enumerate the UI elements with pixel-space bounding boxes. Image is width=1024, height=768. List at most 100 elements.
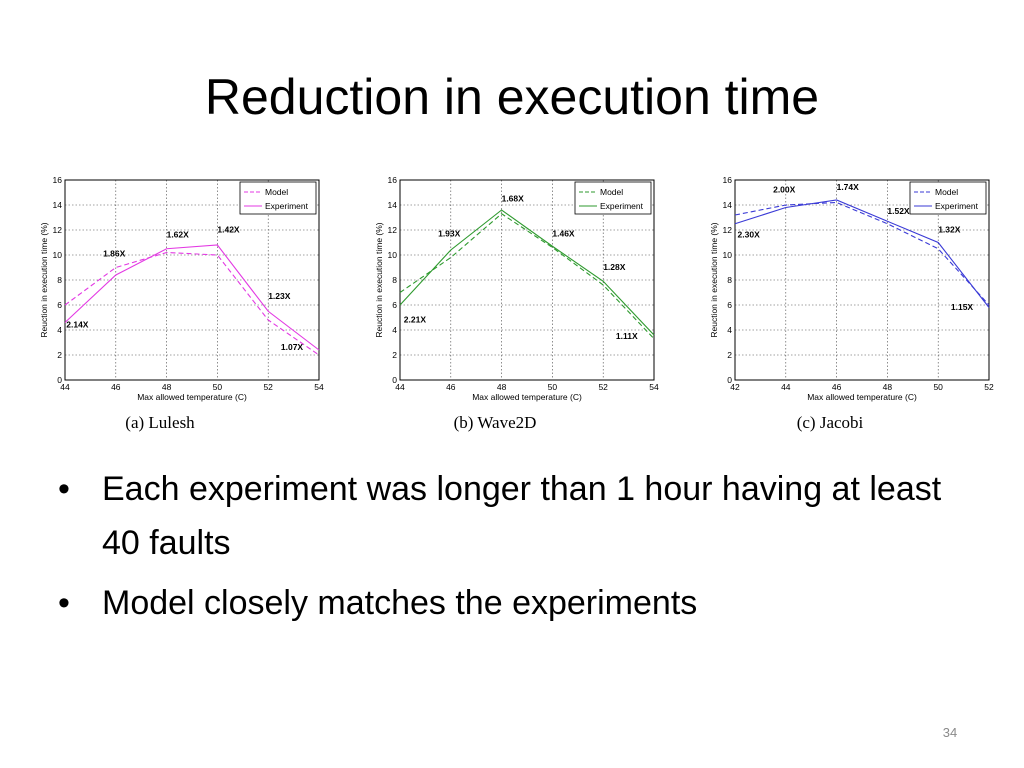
y-tick-label: 14 [53,200,63,210]
slide-title: Reduction in execution time [204,69,820,125]
data-label: 1.74X [837,182,860,192]
x-tick-label: 54 [314,382,324,392]
x-tick-label: 44 [395,382,405,392]
data-label: 1.86X [103,248,126,258]
x-axis-label: Max allowed temperature (C) [472,392,582,402]
x-tick-label: 46 [111,382,121,392]
bullet-text: Each experiment was longer than 1 hour h… [102,470,942,562]
bullet-list: • Each experiment was longer than 1 hour… [58,462,958,636]
legend: Model Experiment [239,181,317,215]
legend-entry: Experiment [935,201,979,211]
y-tick-label: 6 [57,300,62,310]
y-tick-label: 4 [57,325,62,335]
plot-frame [734,179,990,381]
y-tick-label: 16 [723,175,733,185]
chart-jacobi: 42 44 46 48 50 52 0 2 4 6 8 10 12 14 16 Max allowed tem… [705,170,1024,435]
x-tick-label: 44 [60,382,70,392]
y-tick-label: 14 [723,200,733,210]
plot-frame [64,179,320,381]
y-tick-label: 4 [727,325,732,335]
x-tick-label: 52 [263,382,273,392]
y-tick-label: 8 [727,275,732,285]
y-tick-label: 8 [392,275,397,285]
y-tick-label: 12 [53,225,63,235]
y-tick-label: 0 [57,375,62,385]
y-axis-label: Reuction in execution time (%) [709,222,719,337]
bullet-symbol: • [58,584,70,622]
y-tick-label: 16 [388,175,398,185]
y-tick-label: 2 [727,350,732,360]
y-tick-label: 14 [388,200,398,210]
legend-box [909,181,987,215]
x-tick-label: 44 [781,382,791,392]
x-tick-label: 54 [649,382,659,392]
x-tick-label: 42 [730,382,740,392]
data-label: 1.52X [887,206,910,216]
legend-entry: Experiment [600,201,644,211]
y-tick-label: 16 [53,175,63,185]
chart-caption: (b) Wave2D [454,413,537,432]
data-label: 2.21X [404,315,427,325]
y-tick-label: 0 [392,375,397,385]
bullet-item: • Model closely matches the experiments [58,576,958,630]
y-axis-label: Reuction in execution time (%) [374,222,384,337]
data-label: 2.14X [66,320,89,330]
data-label: 1.15X [951,302,974,312]
y-tick-label: 10 [53,250,63,260]
series-line-experiment [399,209,655,336]
x-tick-label: 48 [497,382,507,392]
y-tick-label: 8 [57,275,62,285]
data-label: 2.30X [738,230,761,240]
chart-caption: (a) Lulesh [125,413,195,432]
data-label: 1.07X [281,342,304,352]
x-tick-label: 48 [162,382,172,392]
series-line-experiment [734,199,990,308]
plot-frame [399,179,655,381]
x-tick-label: 46 [832,382,842,392]
x-tick-label: 52 [984,382,994,392]
x-tick-label: 50 [548,382,558,392]
series-line-experiment [64,244,320,351]
y-tick-label: 2 [392,350,397,360]
x-tick-label: 50 [933,382,943,392]
x-tick-label: 52 [598,382,608,392]
chart-lulesh: 44 46 48 50 52 54 0 2 4 6 8 10 12 14 16 Max allowed tem… [35,170,355,435]
x-tick-label: 48 [883,382,893,392]
legend: Model Experiment [909,181,987,215]
data-label: 1.23X [268,291,291,301]
legend-box [574,181,652,215]
bullet-item: • Each experiment was longer than 1 hour… [58,462,958,570]
y-tick-label: 12 [723,225,733,235]
y-axis-label: Reuction in execution time (%) [39,222,49,337]
y-tick-label: 6 [727,300,732,310]
y-tick-label: 2 [57,350,62,360]
bullet-text: Model closely matches the experiments [102,584,698,622]
legend-box [239,181,317,215]
series-line-model [64,251,320,356]
x-axis-label: Max allowed temperature (C) [807,392,917,402]
legend-entry: Model [265,187,288,197]
legend: Model Experiment [574,181,652,215]
page-number: 34 [942,725,958,740]
chart-wave2d: 44 46 48 50 52 54 0 2 4 6 8 10 12 14 16 Max allowed tem… [370,170,690,435]
y-tick-label: 10 [723,250,733,260]
chart-caption: (c) Jacobi [797,413,864,432]
series-line-model [734,201,990,306]
data-label: 1.11X [616,331,638,341]
y-tick-label: 0 [727,375,732,385]
legend-entry: Experiment [265,201,309,211]
data-label: 1.28X [603,262,626,272]
legend-entry: Model [600,187,623,197]
data-label: 1.42X [217,225,240,235]
y-tick-label: 12 [388,225,398,235]
y-tick-label: 4 [392,325,397,335]
series-line-model [399,213,655,340]
data-label: 2.00X [773,185,796,195]
data-label: 1.32X [938,225,961,235]
data-label: 1.93X [438,228,461,238]
x-tick-label: 46 [446,382,456,392]
data-label: 1.62X [167,230,190,240]
